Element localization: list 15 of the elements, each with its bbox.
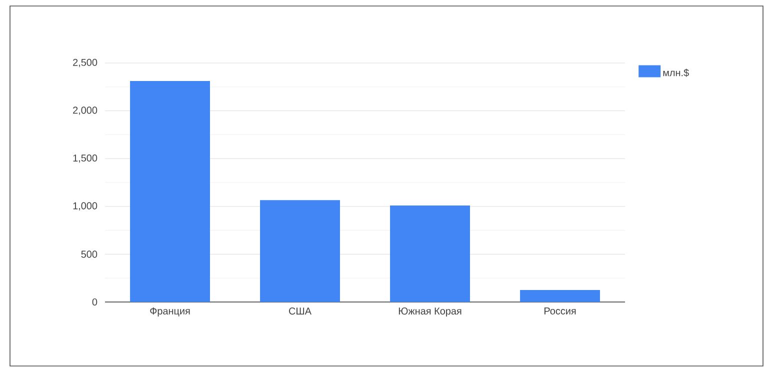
- bar: [520, 290, 600, 302]
- y-tick-label: 500: [81, 250, 98, 258]
- bar: [130, 80, 210, 302]
- y-tick-label: 2,000: [73, 106, 98, 115]
- bar: [390, 205, 470, 302]
- legend-label: млн.$: [663, 68, 689, 77]
- y-tick-label: 2,500: [73, 58, 98, 68]
- x-tick-label: Южная Корая: [398, 308, 462, 317]
- bar: [260, 200, 340, 302]
- x-tick-label: Франция: [150, 308, 190, 316]
- y-tick-label: 1,000: [73, 202, 98, 211]
- x-tick-label: Россия: [544, 308, 576, 314]
- x-tick-label: США: [289, 308, 312, 315]
- y-tick-label: 0: [92, 298, 98, 306]
- y-tick-label: 1,500: [73, 154, 98, 163]
